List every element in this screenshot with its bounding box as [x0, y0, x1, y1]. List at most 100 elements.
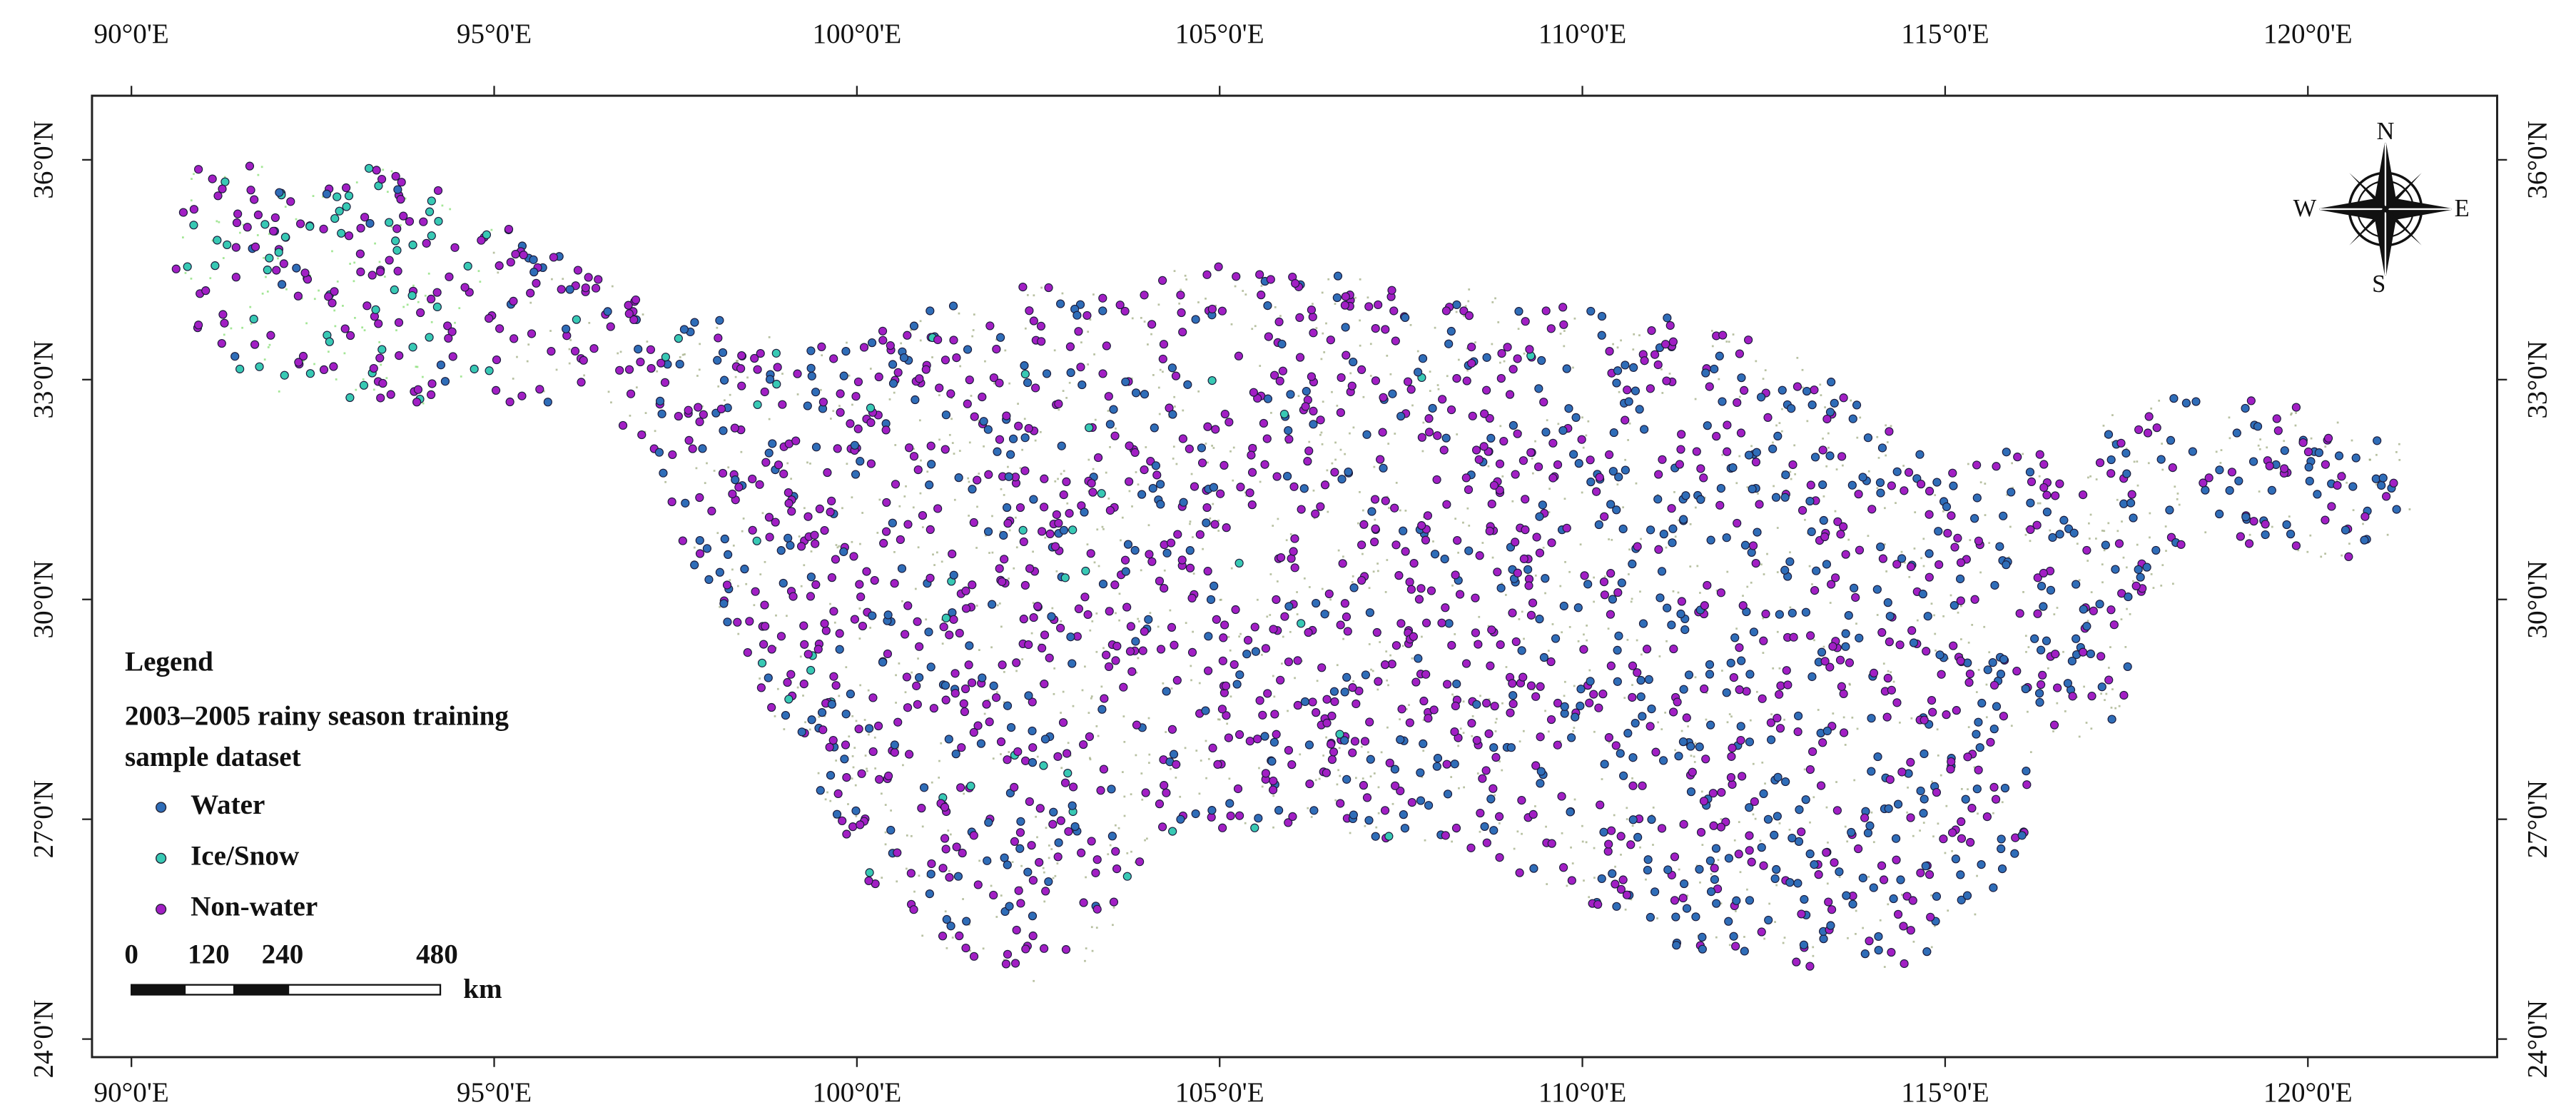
sample-point — [1863, 433, 1873, 443]
speckle — [1628, 422, 1631, 425]
sample-point — [1833, 517, 1842, 526]
speckle — [1207, 757, 1210, 760]
sample-point — [250, 340, 260, 349]
sample-point — [1234, 558, 1244, 567]
sample-point — [973, 475, 982, 485]
sample-point — [178, 208, 188, 217]
sample-point — [1003, 755, 1012, 765]
sample-point — [926, 662, 935, 672]
sample-point — [966, 781, 975, 791]
sample-point — [1599, 577, 1609, 587]
speckle — [2010, 725, 2013, 727]
speckle — [1063, 470, 1065, 473]
sample-point — [787, 507, 796, 516]
sample-point — [903, 703, 913, 712]
sample-point — [919, 783, 929, 792]
speckle — [568, 362, 571, 365]
speckle — [1065, 397, 1068, 399]
sample-point — [295, 219, 305, 228]
sample-point — [2227, 468, 2237, 477]
speckle — [2259, 438, 2262, 440]
speckle — [1632, 348, 1635, 350]
speckle — [1633, 333, 1636, 336]
speckle — [1339, 448, 1342, 451]
latitude-label: 27°0'N — [28, 780, 59, 859]
sample-point — [1075, 300, 1085, 309]
sample-point — [864, 876, 873, 886]
speckle — [1162, 370, 1164, 373]
speckle — [713, 470, 716, 472]
speckle — [1320, 358, 1323, 360]
speckle — [1725, 340, 1728, 343]
sample-point — [1340, 687, 1349, 697]
sample-point — [1925, 572, 1934, 582]
speckle — [1694, 398, 1697, 400]
sample-point — [924, 627, 933, 637]
sample-point — [1274, 317, 1284, 326]
sample-point — [1168, 827, 1177, 836]
sample-point — [675, 359, 684, 369]
sample-point — [1753, 528, 1762, 537]
speckle — [2007, 556, 2010, 559]
sample-point — [965, 375, 974, 385]
sample-point — [1177, 308, 1186, 318]
latitude-label: 24°0'N — [2522, 1000, 2552, 1079]
speckle — [1085, 947, 1087, 949]
sample-point — [1269, 776, 1278, 786]
sample-point — [1729, 673, 1738, 682]
speckle — [2248, 533, 2251, 536]
sample-point — [1640, 356, 1649, 365]
sample-point — [1908, 896, 1917, 905]
scale-label: 480 — [416, 939, 458, 969]
sample-point — [1972, 460, 1982, 470]
sample-point — [1806, 480, 1815, 490]
sample-point — [1740, 385, 1749, 395]
sample-point — [1442, 760, 1451, 769]
sample-point — [713, 355, 722, 365]
sample-point — [1606, 569, 1616, 578]
speckle — [2408, 508, 2411, 510]
legend-subtitle: sample dataset — [125, 742, 301, 772]
speckle — [1930, 602, 1933, 605]
sample-point — [1621, 465, 1630, 475]
sample-point — [1093, 453, 1103, 463]
speckle — [1988, 651, 1991, 654]
sample-point — [803, 650, 813, 659]
sample-point — [1475, 551, 1484, 560]
sample-point — [690, 318, 699, 327]
speckle — [1371, 670, 1374, 672]
sample-point — [485, 366, 494, 375]
speckle — [1827, 432, 1830, 435]
sample-point — [1611, 879, 1620, 889]
sample-point — [2267, 485, 2276, 495]
speckle — [1170, 767, 1172, 770]
speckle — [704, 482, 706, 485]
speckle — [1844, 825, 1847, 828]
sample-point — [1785, 878, 1795, 887]
sample-point — [1858, 873, 1867, 883]
speckle — [1886, 441, 1889, 443]
speckle — [268, 233, 270, 236]
sample-point — [911, 395, 920, 405]
sample-point — [2389, 478, 2398, 488]
sample-point — [2067, 656, 2076, 666]
speckle — [1937, 754, 1939, 757]
sample-point — [1485, 526, 1494, 536]
speckle — [996, 604, 999, 607]
sample-point — [1897, 767, 1907, 777]
speckle — [2078, 579, 2081, 582]
sample-point — [1511, 538, 1520, 547]
sample-point — [570, 346, 580, 355]
sample-point — [1389, 306, 1399, 316]
speckle — [995, 691, 998, 694]
speckle — [786, 615, 788, 617]
sample-point — [1204, 666, 1213, 675]
speckle — [1135, 471, 1137, 473]
speckle — [1912, 940, 1915, 943]
sample-point — [1038, 527, 1047, 536]
sample-point — [660, 378, 670, 387]
speckle — [1620, 853, 1622, 856]
speckle — [267, 346, 270, 348]
sample-point — [841, 710, 851, 719]
sample-point — [1674, 752, 1683, 761]
